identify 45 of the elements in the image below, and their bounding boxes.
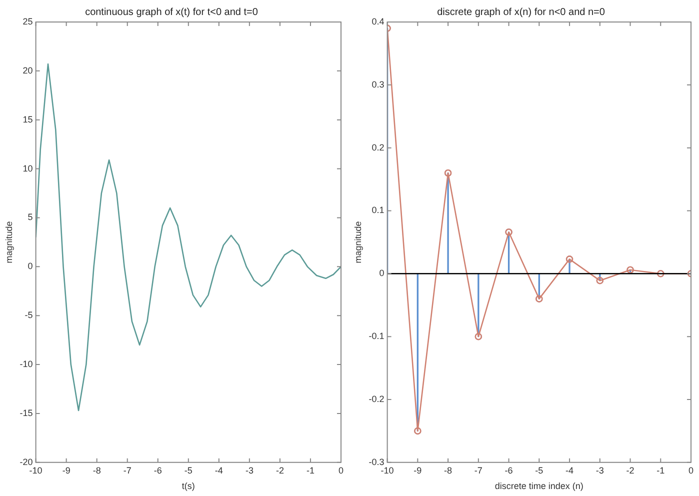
x-tick-label: -1 — [306, 465, 314, 476]
y-tick-label: 15 — [22, 114, 33, 124]
x-tick-label: -6 — [154, 465, 162, 476]
x-tick-label: -8 — [444, 465, 452, 476]
y-tick-label: -5 — [24, 310, 33, 320]
x-tick-label: -5 — [184, 465, 192, 476]
y-tick-label: 25 — [22, 16, 33, 26]
y-tick-label: 5 — [28, 212, 33, 222]
y-tick-label: 0.1 — [372, 205, 384, 216]
x-tick-label: -9 — [414, 465, 422, 476]
x-tick-label: -2 — [276, 465, 284, 476]
x-tick-label: -10 — [380, 465, 394, 476]
y-tick-label: -10 — [20, 359, 33, 370]
x-tick-label: -9 — [62, 465, 70, 476]
x-tick-label: -8 — [92, 465, 101, 476]
y-tick-label: 0 — [28, 261, 33, 272]
x-tick-label: -3 — [596, 465, 604, 476]
y-tick-label: -0.2 — [368, 394, 384, 404]
y-tick-label: 10 — [22, 163, 33, 174]
x-tick-label: -7 — [123, 465, 132, 476]
y-tick-label: -0.1 — [368, 331, 384, 342]
x-axis-title: t(s) — [182, 481, 195, 492]
x-tick-label: 0 — [688, 465, 694, 476]
y-tick-label: -0.3 — [368, 456, 384, 467]
x-tick-label: -6 — [504, 465, 513, 476]
y-axis-title: magnitude — [4, 221, 14, 264]
x-tick-label: -4 — [566, 465, 574, 476]
chart-title: continuous graph of x(t) for t<0 and t=0 — [85, 6, 258, 18]
x-tick-label: -7 — [474, 465, 482, 476]
x-tick-label: -3 — [245, 465, 254, 476]
x-tick-label: -2 — [626, 465, 634, 476]
y-tick-label: 20 — [22, 65, 33, 76]
y-axis-title: magnitude — [352, 221, 363, 264]
y-tick-label: -15 — [20, 408, 33, 418]
y-tick-label: -20 — [20, 456, 33, 467]
x-tick-label: -5 — [535, 465, 544, 476]
y-tick-label: 0.3 — [372, 79, 384, 90]
x-axis-title: discrete time index (n) — [494, 481, 584, 492]
y-tick-label: 0.2 — [372, 142, 384, 152]
chart-title: discrete graph of x(n) for n<0 and n=0 — [437, 6, 606, 18]
x-tick-label: 0 — [338, 465, 344, 476]
y-tick-label: 0.4 — [372, 16, 384, 26]
x-tick-label: -1 — [656, 465, 665, 476]
x-tick-label: -4 — [214, 465, 223, 476]
y-tick-label: 0 — [379, 268, 384, 278]
